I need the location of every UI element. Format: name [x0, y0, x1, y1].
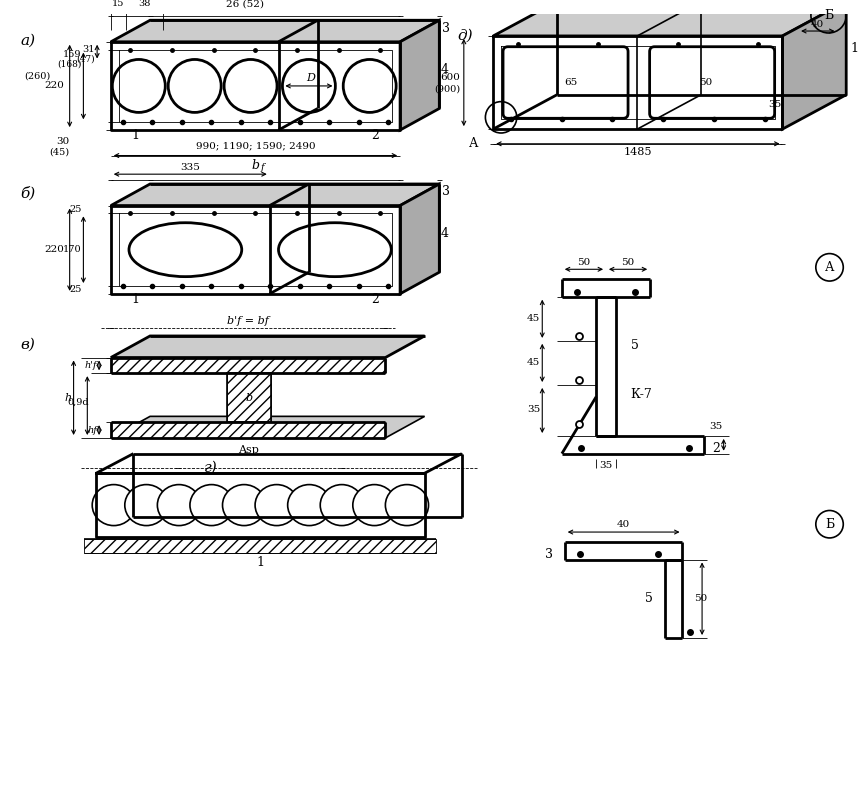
Polygon shape: [783, 2, 846, 129]
Polygon shape: [400, 184, 439, 294]
Text: D: D: [307, 73, 315, 83]
Text: (45): (45): [49, 147, 70, 156]
Text: 4: 4: [441, 227, 448, 240]
Polygon shape: [111, 184, 439, 206]
Text: 15: 15: [111, 0, 124, 8]
Text: 35: 35: [527, 405, 540, 414]
Text: 335: 335: [181, 163, 200, 172]
Text: Б: Б: [824, 9, 833, 22]
Polygon shape: [493, 2, 846, 36]
Text: 65: 65: [564, 78, 577, 87]
Text: 220: 220: [44, 245, 64, 254]
Text: 30: 30: [56, 137, 70, 146]
Circle shape: [224, 60, 277, 112]
Ellipse shape: [129, 223, 242, 277]
Text: 31: 31: [83, 45, 95, 54]
Circle shape: [112, 60, 165, 112]
Text: h: h: [65, 393, 72, 403]
Text: 3: 3: [545, 548, 553, 561]
Polygon shape: [85, 539, 436, 553]
Ellipse shape: [321, 484, 364, 525]
Text: (47): (47): [77, 55, 95, 64]
Text: hf: hf: [87, 425, 97, 435]
Text: 5: 5: [631, 339, 638, 353]
FancyBboxPatch shape: [503, 47, 628, 119]
Text: f: f: [261, 163, 264, 172]
Text: b: b: [251, 159, 259, 172]
Text: 45: 45: [527, 358, 540, 367]
Text: Asp: Asp: [238, 445, 259, 454]
Polygon shape: [111, 422, 385, 438]
Polygon shape: [400, 20, 439, 130]
Polygon shape: [226, 373, 270, 422]
Text: b'f = bf: b'f = bf: [227, 316, 269, 326]
Text: 50: 50: [695, 594, 708, 603]
Text: а): а): [21, 34, 35, 48]
Text: (168): (168): [57, 60, 81, 69]
Text: Б: Б: [825, 518, 834, 531]
Text: 1: 1: [131, 293, 139, 306]
Ellipse shape: [124, 484, 168, 525]
Text: 0,9d: 0,9d: [67, 398, 89, 407]
Text: 25: 25: [69, 286, 81, 295]
Text: b: b: [245, 393, 252, 403]
Text: 50: 50: [699, 78, 712, 87]
Text: г): г): [204, 461, 218, 475]
Text: 40: 40: [617, 520, 630, 529]
Text: 35: 35: [768, 100, 781, 109]
Text: А: А: [825, 261, 835, 274]
Ellipse shape: [255, 484, 298, 525]
Text: 1: 1: [257, 556, 264, 569]
Text: б): б): [21, 186, 36, 200]
Text: 2: 2: [372, 293, 379, 306]
FancyBboxPatch shape: [650, 47, 775, 119]
Text: 26 (52): 26 (52): [226, 0, 264, 8]
Text: 1: 1: [850, 42, 858, 55]
Ellipse shape: [353, 484, 396, 525]
Text: 25: 25: [69, 205, 81, 214]
Ellipse shape: [190, 484, 233, 525]
Text: 1: 1: [131, 129, 139, 143]
Text: 40: 40: [811, 19, 824, 29]
Ellipse shape: [288, 484, 331, 525]
Polygon shape: [111, 20, 439, 42]
Text: 990; 1190; 1590; 2490: 990; 1190; 1590; 2490: [195, 141, 315, 150]
Text: 220: 220: [44, 82, 64, 90]
Text: 3: 3: [442, 22, 450, 35]
Ellipse shape: [92, 484, 136, 525]
Text: 159: 159: [63, 50, 81, 59]
Text: 35: 35: [600, 461, 613, 470]
Ellipse shape: [223, 484, 265, 525]
Text: 50: 50: [577, 258, 591, 267]
Ellipse shape: [385, 484, 429, 525]
Text: 5: 5: [645, 592, 653, 605]
Text: 45: 45: [527, 314, 540, 323]
Polygon shape: [111, 358, 385, 373]
Circle shape: [283, 60, 335, 112]
Text: 170: 170: [63, 245, 81, 254]
Ellipse shape: [278, 223, 391, 277]
Text: (900): (900): [434, 85, 460, 94]
Polygon shape: [111, 336, 424, 358]
Text: 600: 600: [440, 73, 460, 82]
Polygon shape: [111, 416, 424, 438]
Text: 2: 2: [712, 442, 720, 455]
Text: 35: 35: [709, 422, 722, 431]
Text: д): д): [457, 29, 473, 43]
Text: (260): (260): [24, 72, 50, 81]
Ellipse shape: [157, 484, 200, 525]
Text: 4: 4: [441, 63, 448, 76]
Text: К-7: К-7: [631, 388, 652, 401]
Text: 38: 38: [138, 0, 150, 8]
Text: 3: 3: [442, 186, 450, 199]
Text: 2: 2: [372, 129, 379, 143]
Circle shape: [168, 60, 221, 112]
Circle shape: [343, 60, 397, 112]
Text: в): в): [21, 338, 35, 352]
Text: 50: 50: [621, 258, 635, 267]
Text: 1485: 1485: [624, 147, 652, 157]
Text: А: А: [469, 137, 479, 150]
Text: h'f: h'f: [85, 361, 97, 370]
